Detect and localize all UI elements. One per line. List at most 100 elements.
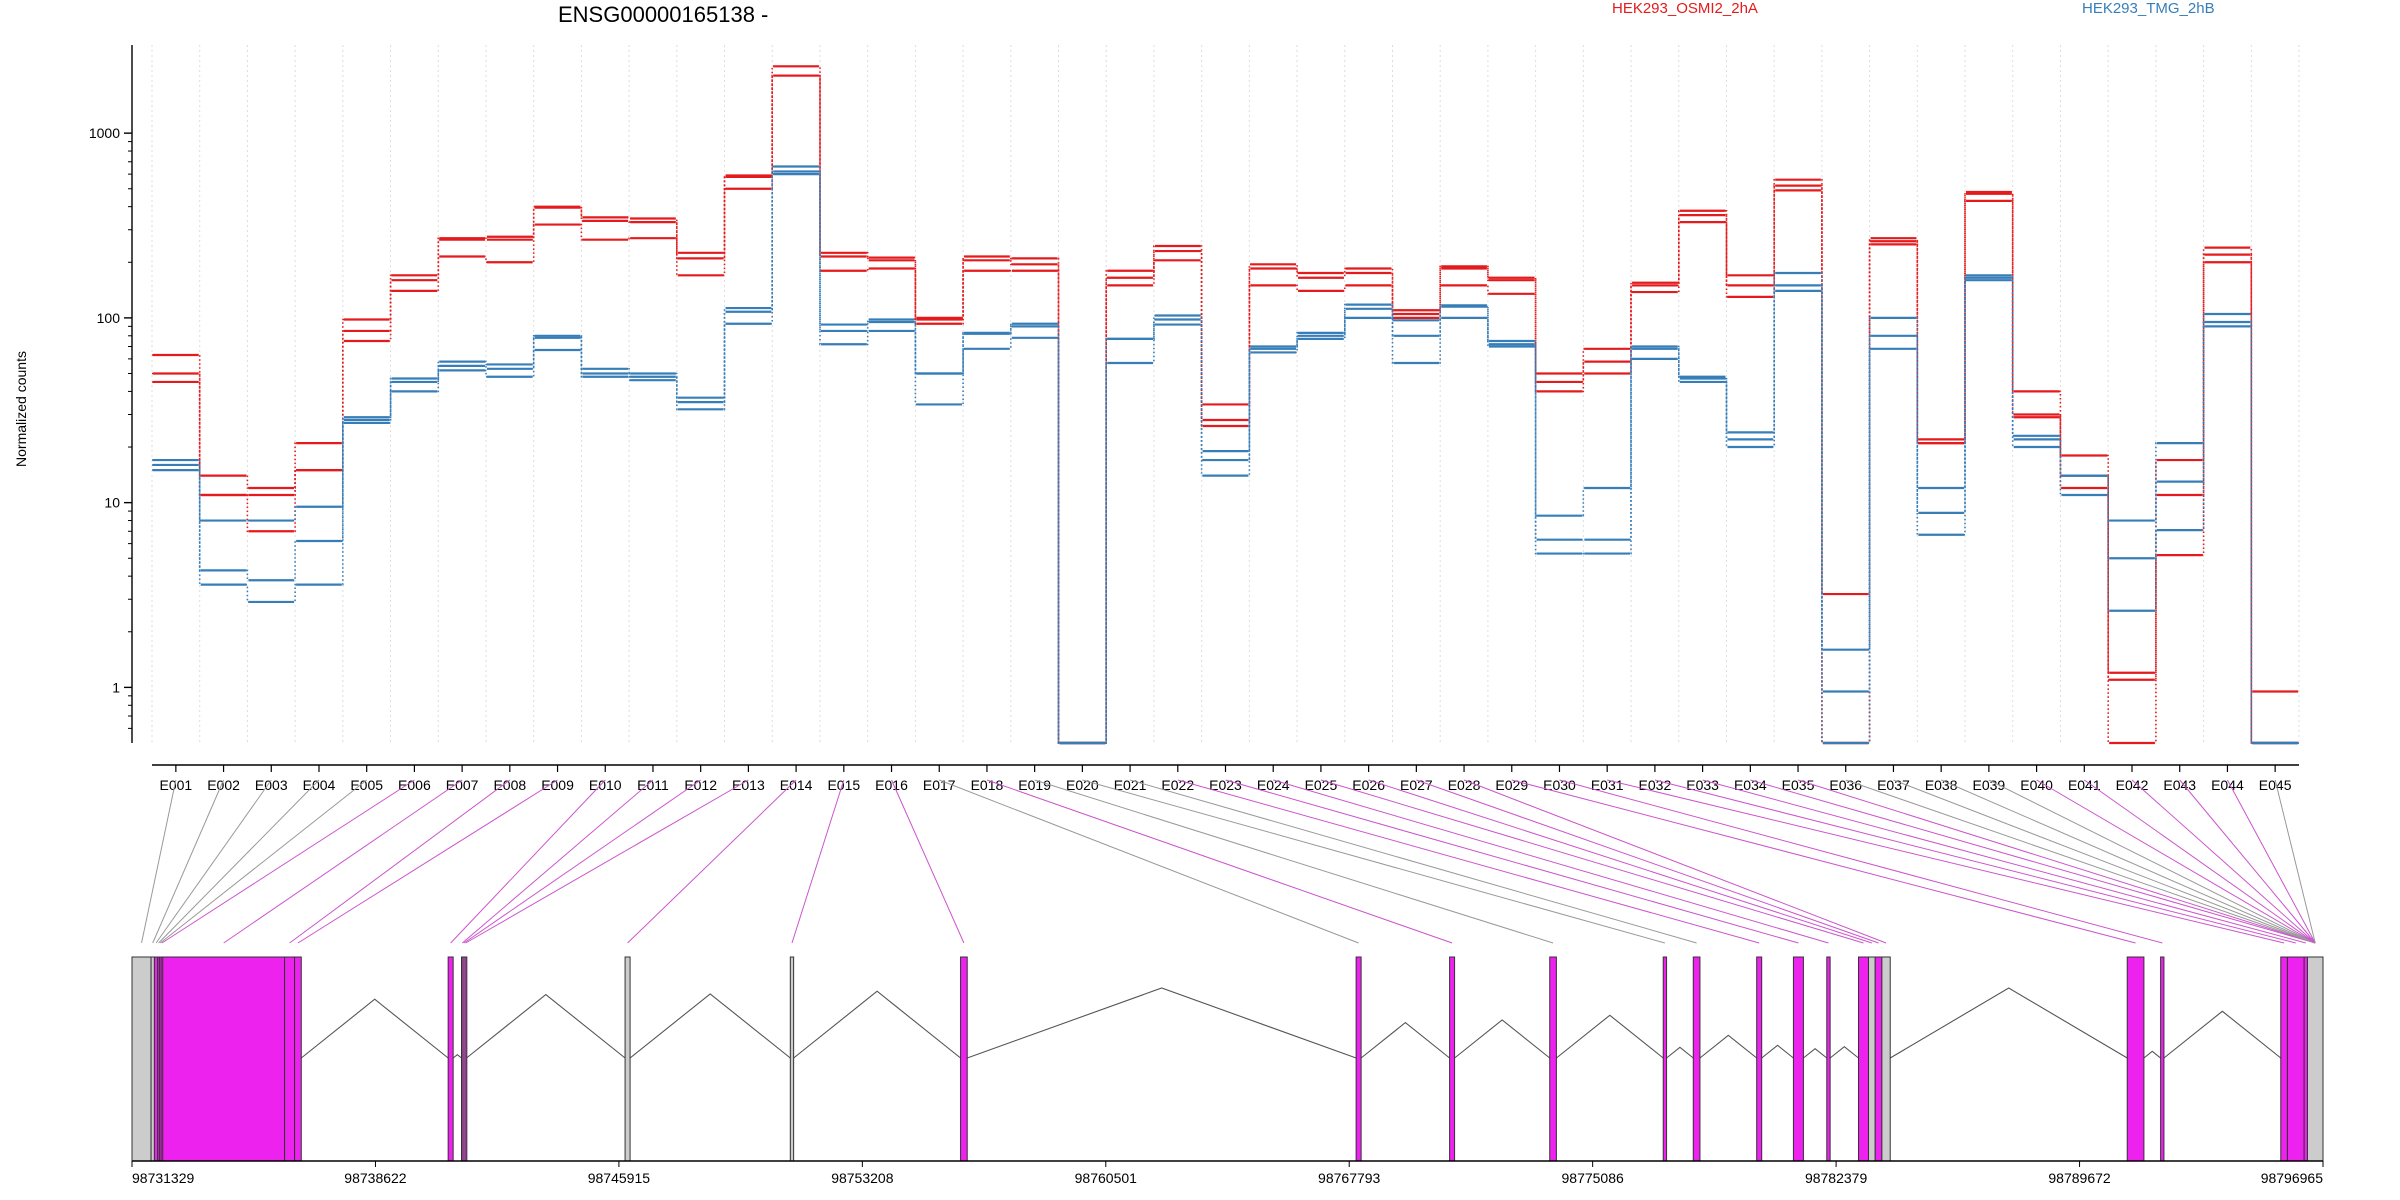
genomic-coordinate-label: 98782379 — [1805, 1170, 1868, 1186]
intron-line — [2163, 1010, 2282, 1059]
series-connector-line — [152, 74, 2299, 744]
exon-box — [447, 956, 454, 1162]
x-tick-label: E007 — [446, 777, 479, 793]
bin-to-exon-connector — [791, 779, 845, 944]
bin-to-exon-connector — [1750, 779, 2316, 944]
series-2 — [152, 74, 2299, 745]
intron-line — [793, 990, 961, 1059]
series-1 — [152, 74, 2299, 745]
bin-to-exon-connector — [1988, 779, 2316, 944]
exon-box — [1756, 956, 1763, 1162]
x-tick-label: E033 — [1686, 777, 1719, 793]
bin-to-exon-connector — [158, 779, 320, 944]
exon-box — [624, 956, 631, 1162]
x-tick-label: E025 — [1305, 777, 1338, 793]
x-tick-label: E029 — [1495, 777, 1528, 793]
intron-line — [1829, 1045, 1859, 1059]
intron-line — [1699, 1034, 1758, 1059]
x-tick-label: E017 — [923, 777, 956, 793]
bin-to-exon-connector — [1702, 779, 2306, 944]
exon-box — [1874, 956, 1883, 1162]
exon-box — [162, 956, 286, 1162]
y-tick-label: 10 — [104, 495, 120, 511]
exon-box — [1868, 956, 1876, 1162]
exon-box — [284, 956, 296, 1162]
exon-box — [1662, 956, 1668, 1162]
x-tick-label: E018 — [971, 777, 1004, 793]
x-tick-label: E023 — [1209, 777, 1242, 793]
bin-to-exon-connector — [2036, 779, 2316, 944]
legend-entry-osmi2: HEK293_OSMI2_2hA — [1612, 0, 1758, 17]
bin-to-exon-connector — [1463, 779, 1887, 944]
x-tick-label: E038 — [1925, 777, 1958, 793]
bin-to-exon-connector — [2226, 779, 2316, 944]
y-tick-label: 100 — [97, 310, 121, 326]
x-tick-label: E031 — [1591, 777, 1624, 793]
x-tick-label: E041 — [2068, 777, 2101, 793]
x-tick-label: E035 — [1782, 777, 1815, 793]
bin-to-exon-connector — [1607, 779, 2285, 944]
y-tick-label: 1000 — [89, 125, 120, 141]
genomic-coordinate-label: 98775086 — [1562, 1170, 1625, 1186]
intron-line — [466, 993, 626, 1059]
x-tick-label: E027 — [1400, 777, 1433, 793]
bin-to-exon-connector — [1320, 779, 1864, 944]
genomic-coordinate-label: 98796965 — [2261, 1170, 2324, 1186]
exon-box — [2160, 956, 2165, 1162]
x-tick-label: E012 — [684, 777, 717, 793]
x-tick-label: E014 — [780, 777, 813, 793]
x-tick-label: E036 — [1829, 777, 1862, 793]
bin-to-exon-connector — [1225, 779, 1799, 944]
bin-to-exon-connector — [627, 779, 797, 944]
series-0 — [152, 65, 2299, 745]
x-tick-label: E013 — [732, 777, 765, 793]
genomic-coordinate-label: 98760501 — [1075, 1170, 1138, 1186]
bin-to-exon-connector — [1368, 779, 1873, 944]
x-tick-label: E021 — [1114, 777, 1147, 793]
x-tick-label: E020 — [1066, 777, 1099, 793]
intron-line — [1889, 987, 2128, 1059]
series-5 — [152, 173, 2299, 745]
bin-to-exon-connector — [289, 779, 511, 944]
bin-to-exon-connector — [1416, 779, 1879, 944]
genomic-coordinate-label: 98745915 — [588, 1170, 651, 1186]
exon-box — [1692, 956, 1701, 1162]
x-tick-label: E026 — [1352, 777, 1385, 793]
exon-box — [2286, 956, 2305, 1162]
intron-line — [1360, 1021, 1450, 1059]
bin-to-exon-connector — [141, 779, 177, 944]
exon-box — [789, 956, 795, 1162]
genomic-coordinate-label: 98738622 — [344, 1170, 407, 1186]
exon-box — [960, 956, 968, 1162]
exon-box — [2280, 956, 2288, 1162]
intron-line — [1556, 1014, 1664, 1059]
genomic-coordinate-label: 98753208 — [831, 1170, 894, 1186]
exon-box — [150, 956, 155, 1162]
chart-title: ENSG00000165138 - — [558, 2, 768, 27]
gene-model: 98731329 98738622 98745915 98753208 98760501… — [131, 779, 2324, 1186]
x-tick-label: E028 — [1448, 777, 1481, 793]
intron-line — [300, 998, 449, 1059]
bin-to-exon-connector — [1845, 779, 2316, 944]
bin-to-exon-connector — [1511, 779, 2136, 944]
x-tick-label: E045 — [2259, 777, 2292, 793]
exon-box — [2126, 956, 2145, 1162]
x-tick-label: E010 — [589, 777, 622, 793]
exon-box — [1549, 956, 1557, 1162]
series-connector-line — [152, 74, 2299, 744]
x-tick-label: E006 — [398, 777, 431, 793]
exon-box — [1858, 956, 1870, 1162]
series-connector-line — [152, 173, 2299, 744]
bin-to-exon-connector — [1940, 779, 2316, 944]
bin-to-exon-connector — [1654, 779, 2296, 944]
bin-to-exon-connector — [2274, 779, 2316, 944]
x-tick-label: E040 — [2020, 777, 2053, 793]
exon-box — [464, 956, 468, 1162]
bin-to-exon-connector — [223, 779, 463, 944]
bin-to-exon-connector — [939, 779, 1359, 944]
bin-to-exon-connector — [450, 779, 606, 944]
x-tick-label: E001 — [160, 777, 193, 793]
bin-to-exon-connector — [891, 779, 965, 944]
bin-to-exon-connector — [1559, 779, 2163, 944]
x-tick-label: E019 — [1018, 777, 1051, 793]
